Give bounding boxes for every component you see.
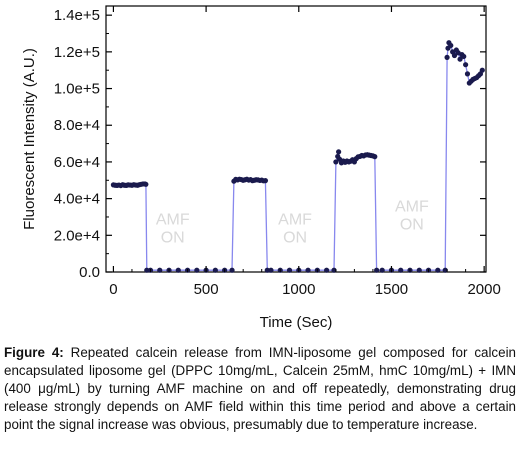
data-point — [442, 267, 448, 273]
data-point — [144, 267, 150, 273]
x-tick-label: 0 — [109, 281, 117, 298]
data-point — [444, 54, 450, 60]
data-point — [374, 267, 380, 273]
y-tick-label: 6.0e+4 — [54, 154, 100, 171]
data-point — [229, 267, 235, 273]
amf-on-annotation: AMF ON — [156, 211, 190, 246]
data-point — [194, 267, 200, 273]
data-markers — [110, 40, 485, 273]
data-point — [457, 56, 463, 62]
data-point — [463, 62, 469, 68]
data-point — [336, 149, 342, 155]
data-point — [461, 53, 467, 60]
x-axis-title: Time (Sec) — [260, 314, 333, 331]
data-point — [379, 267, 385, 273]
data-point — [175, 267, 181, 273]
data-point — [268, 267, 274, 273]
x-axis: 0 500 1000 1500 2000 — [109, 6, 501, 298]
figure-label: Figure 4: — [4, 345, 64, 360]
plot-frame — [105, 5, 487, 273]
data-point — [416, 267, 422, 273]
figure-caption: Figure 4: Repeated calcein release from … — [4, 344, 516, 434]
data-point — [143, 181, 149, 187]
y-tick-label: 1.4e+5 — [54, 7, 100, 24]
y-tick-label: 4.0e+4 — [54, 191, 100, 208]
plot-area: AMF ON AMF ON AMF ON — [105, 5, 487, 273]
chart: AMF ON AMF ON AMF ON 0 500 1000 1500 2000 0.0 2.0e… — [21, 5, 501, 331]
y-axis: 0.0 2.0e+4 4.0e+4 6.0e+4 8.0e+4 1.0e+5 1.2e+5 1… — [54, 7, 486, 281]
caption-text: Repeated calcein release from IMN-liposo… — [4, 345, 516, 432]
data-point — [333, 159, 339, 165]
data-point — [262, 178, 269, 184]
x-tick-label: 2000 — [467, 281, 500, 298]
y-tick-label: 0.0 — [79, 264, 100, 281]
data-point — [464, 71, 471, 77]
data-point — [331, 267, 337, 273]
data-point — [451, 52, 458, 59]
y-tick-label: 8.0e+4 — [54, 117, 100, 134]
y-tick-label: 1.0e+5 — [54, 81, 100, 98]
data-point — [372, 154, 378, 160]
y-tick-label: 1.2e+5 — [54, 44, 100, 61]
amf-on-annotation: AMF ON — [395, 198, 429, 233]
x-tick-label: 1500 — [375, 281, 408, 298]
data-point — [323, 267, 330, 273]
amf-annotations: AMF ON AMF ON AMF ON — [156, 198, 429, 246]
x-tick-label: 1000 — [282, 281, 315, 298]
y-axis-title: Fluorescent Intensity (A.U.) — [21, 48, 38, 230]
data-point — [435, 267, 441, 273]
data-point — [448, 42, 454, 49]
data-point — [212, 267, 218, 273]
y-tick-label: 2.0e+4 — [54, 227, 100, 244]
data-point — [305, 267, 311, 273]
data-point — [286, 267, 293, 273]
data-point — [157, 267, 163, 273]
x-tick-label: 500 — [194, 281, 219, 298]
data-point — [479, 67, 485, 73]
data-point — [264, 267, 270, 273]
amf-on-annotation: AMF ON — [278, 211, 312, 246]
data-point — [398, 267, 404, 273]
